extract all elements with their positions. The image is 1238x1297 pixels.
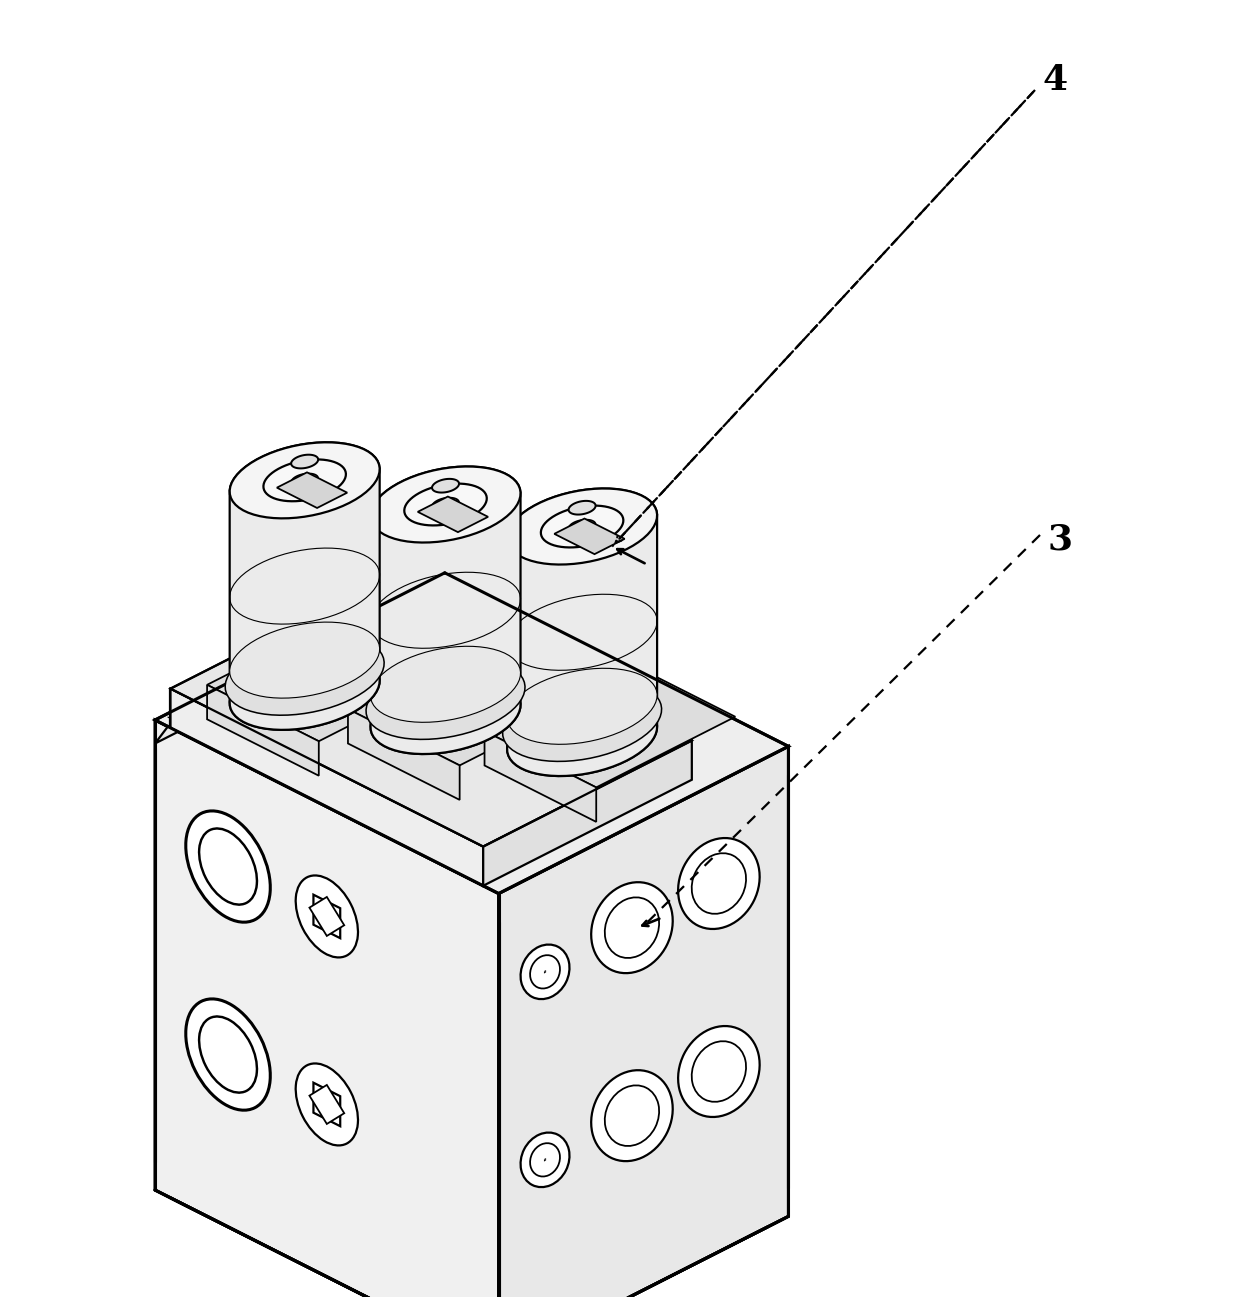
- Polygon shape: [225, 634, 384, 715]
- Ellipse shape: [296, 1064, 358, 1145]
- Ellipse shape: [186, 999, 270, 1110]
- Polygon shape: [499, 746, 789, 1297]
- Polygon shape: [313, 895, 340, 938]
- Ellipse shape: [592, 882, 672, 973]
- Polygon shape: [155, 720, 499, 1297]
- Polygon shape: [291, 473, 318, 488]
- Polygon shape: [171, 689, 483, 886]
- Polygon shape: [541, 506, 624, 547]
- Ellipse shape: [199, 829, 258, 904]
- Polygon shape: [483, 741, 692, 886]
- Polygon shape: [370, 678, 520, 754]
- Polygon shape: [370, 467, 520, 754]
- Polygon shape: [508, 700, 657, 776]
- Polygon shape: [207, 685, 318, 776]
- Polygon shape: [155, 652, 313, 743]
- Polygon shape: [230, 654, 380, 730]
- Polygon shape: [508, 489, 657, 564]
- Polygon shape: [370, 467, 520, 542]
- Text: 4: 4: [1042, 64, 1067, 97]
- Polygon shape: [277, 472, 347, 508]
- Polygon shape: [155, 573, 789, 894]
- Ellipse shape: [296, 875, 358, 957]
- Ellipse shape: [678, 838, 760, 929]
- Polygon shape: [568, 501, 595, 515]
- Ellipse shape: [592, 1070, 672, 1161]
- Polygon shape: [484, 732, 597, 822]
- Polygon shape: [230, 442, 380, 730]
- Ellipse shape: [520, 944, 569, 999]
- Polygon shape: [484, 660, 735, 787]
- Polygon shape: [171, 582, 692, 847]
- Polygon shape: [313, 1083, 340, 1126]
- Polygon shape: [432, 479, 459, 493]
- Polygon shape: [508, 489, 657, 776]
- Polygon shape: [291, 455, 318, 468]
- Polygon shape: [503, 681, 661, 761]
- Polygon shape: [348, 638, 599, 765]
- Polygon shape: [366, 659, 525, 739]
- Polygon shape: [264, 459, 345, 501]
- Polygon shape: [508, 668, 657, 744]
- Ellipse shape: [530, 955, 560, 988]
- Ellipse shape: [605, 1086, 659, 1147]
- Ellipse shape: [692, 1041, 747, 1102]
- Polygon shape: [310, 1086, 344, 1124]
- Ellipse shape: [186, 811, 270, 922]
- Polygon shape: [432, 498, 459, 511]
- Ellipse shape: [199, 1017, 258, 1092]
- Polygon shape: [370, 646, 520, 722]
- Polygon shape: [310, 898, 344, 936]
- Polygon shape: [555, 519, 625, 554]
- Polygon shape: [405, 484, 487, 525]
- Polygon shape: [417, 497, 488, 532]
- Text: 3: 3: [1047, 523, 1072, 556]
- Polygon shape: [230, 623, 380, 698]
- Ellipse shape: [520, 1132, 569, 1187]
- Polygon shape: [568, 520, 595, 533]
- Ellipse shape: [605, 898, 659, 958]
- Ellipse shape: [692, 853, 747, 914]
- Ellipse shape: [678, 1026, 760, 1117]
- Polygon shape: [348, 709, 459, 800]
- Polygon shape: [207, 615, 458, 742]
- Polygon shape: [230, 442, 380, 519]
- Ellipse shape: [530, 1143, 560, 1176]
